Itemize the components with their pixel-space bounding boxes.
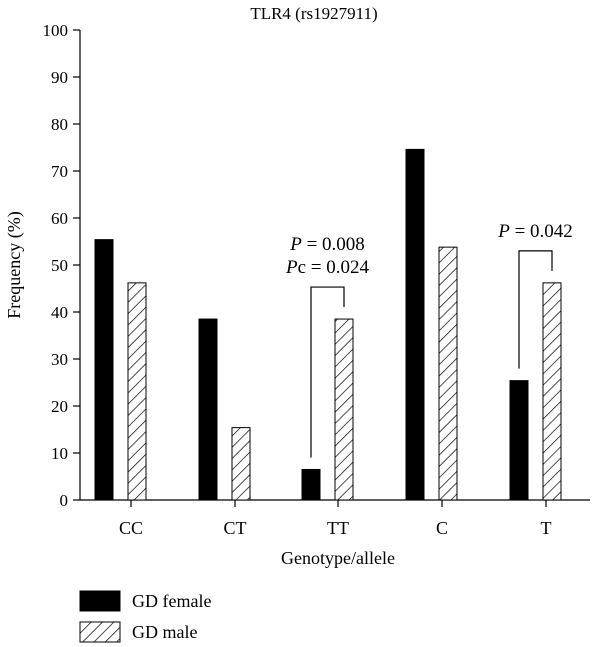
y-tick-label: 80 — [51, 115, 68, 134]
x-tick-label: CT — [223, 518, 246, 538]
x-tick-label: TT — [327, 518, 349, 538]
legend-swatch-gd-male — [79, 621, 121, 643]
legend-swatch-gd-female — [79, 590, 121, 612]
y-tick-label: 10 — [51, 444, 68, 463]
x-axis: CC CT TT C T — [80, 499, 590, 538]
bar-gd-male-ct — [231, 427, 251, 501]
x-tick-label: C — [436, 518, 448, 538]
p-value-label: P = 0.008 — [289, 234, 365, 255]
bars — [94, 148, 562, 501]
bar-gd-male-c — [438, 246, 458, 501]
bar-gd-female-cc — [94, 239, 114, 501]
bar-gd-male-cc — [127, 282, 147, 501]
p-value-label: Pc = 0.024 — [285, 257, 370, 278]
legend-label: GD female — [132, 591, 211, 611]
bar-gd-female-c — [405, 148, 425, 501]
x-tick-label: CC — [119, 518, 143, 538]
bar-gd-male-t — [542, 282, 562, 501]
y-tick-label: 60 — [51, 209, 68, 228]
y-tick-label: 0 — [60, 491, 69, 510]
y-tick-label: 50 — [51, 256, 68, 275]
y-tick-label: 90 — [51, 68, 68, 87]
bar-gd-female-ct — [198, 318, 218, 501]
y-axis: 0 10 20 30 40 50 60 70 80 90 100 — [43, 21, 81, 510]
y-tick-label: 30 — [51, 350, 68, 369]
y-tick-label: 100 — [43, 21, 69, 40]
legend: GD female GD male — [79, 590, 211, 643]
significance-bracket — [518, 250, 553, 369]
chart-title: TLR4 (rs1927911) — [250, 4, 377, 23]
y-tick-label: 40 — [51, 303, 68, 322]
x-axis-title: Genotype/allele — [281, 548, 395, 568]
bar-gd-male-tt — [334, 318, 354, 501]
p-value-label: P = 0.042 — [497, 221, 573, 242]
x-tick-label: T — [541, 518, 552, 538]
bar-gd-female-t — [509, 380, 529, 501]
y-tick-label: 20 — [51, 397, 68, 416]
y-axis-title: Frequency (%) — [4, 211, 25, 318]
significance-bracket — [310, 286, 345, 458]
legend-label: GD male — [132, 622, 197, 642]
y-tick-label: 70 — [51, 162, 68, 181]
bar-gd-female-tt — [301, 468, 321, 501]
